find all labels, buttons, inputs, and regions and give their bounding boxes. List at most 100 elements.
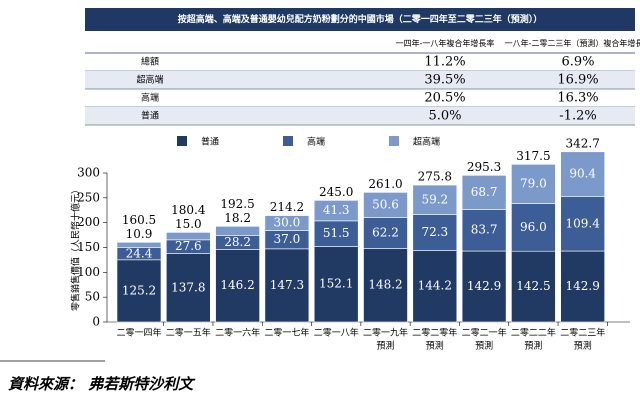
value-label: 18.2 <box>224 211 251 225</box>
cell: 20.5% <box>424 91 465 106</box>
bar-segment <box>461 250 507 323</box>
bar-segment <box>313 200 359 222</box>
bar-segment <box>511 250 556 323</box>
value-label: 51.5 <box>323 226 350 240</box>
row-shade <box>85 71 635 89</box>
bar-segment <box>560 151 606 197</box>
x-tick-label: 二零二三年 <box>560 327 605 339</box>
x-tick-label: 二零一六年 <box>215 327 260 339</box>
value-label: 72.3 <box>421 225 448 239</box>
value-label: 146.2 <box>220 278 254 292</box>
value-label: 50.6 <box>372 197 399 211</box>
bar-segment <box>264 215 310 231</box>
y-tick-label: 50 <box>85 290 100 304</box>
row-label: 超高端 <box>136 74 163 86</box>
bar-segment <box>363 217 408 249</box>
bar-segment <box>511 203 556 252</box>
total-label: 160.5 <box>122 213 156 227</box>
total-label: 317.5 <box>516 149 550 163</box>
value-label: 37.0 <box>274 232 301 246</box>
value-label: 79.0 <box>520 176 547 190</box>
y-axis-label: 零售銷售價值（人民幣十億元） <box>70 185 82 311</box>
value-label: 27.6 <box>175 239 202 253</box>
x-tick-sublabel: 預測 <box>524 340 542 352</box>
x-tick-sublabel: 預測 <box>574 340 592 352</box>
total-label: 295.3 <box>467 160 501 174</box>
x-tick-label: 二零二零年 <box>412 327 457 339</box>
bar-segment <box>412 184 458 215</box>
x-tick-sublabel: 預測 <box>376 340 394 352</box>
bar-segment <box>116 259 162 323</box>
total-label: 275.8 <box>418 170 452 184</box>
x-tick-label: 二零二二年 <box>511 327 556 339</box>
y-tick-label: 200 <box>77 215 100 229</box>
value-label: 144.2 <box>418 279 452 293</box>
value-label: 147.3 <box>270 278 304 292</box>
legend-swatch <box>283 136 293 146</box>
x-tick-sublabel: 預測 <box>426 340 444 352</box>
x-tick-sublabel: 預測 <box>475 340 493 352</box>
bar-segment <box>461 175 507 210</box>
bar-segment <box>313 246 359 323</box>
x-tick-label: 二零二一年 <box>462 327 507 339</box>
value-label: 59.2 <box>421 192 448 206</box>
value-label: 28.2 <box>224 235 251 249</box>
y-tick-label: 250 <box>77 190 100 204</box>
value-label: 152.1 <box>319 277 353 291</box>
cell: 39.5% <box>424 73 465 88</box>
value-label: 142.9 <box>467 279 501 293</box>
value-label: 30.0 <box>274 216 301 230</box>
bar-segment <box>511 164 556 204</box>
value-label: 15.0 <box>175 217 202 231</box>
cell: -1.2% <box>559 109 596 124</box>
value-label: 24.4 <box>126 246 153 260</box>
bar-segment <box>363 192 408 218</box>
source-note: 資料來源： 弗若斯特沙利文 <box>8 375 196 393</box>
total-label: 245.0 <box>319 185 353 199</box>
y-tick-label: 100 <box>77 265 100 279</box>
cell: 11.2% <box>424 55 465 70</box>
bar-segment <box>412 250 458 323</box>
value-label: 41.3 <box>323 203 350 217</box>
total-label: 214.2 <box>270 200 304 214</box>
bar-segment <box>215 226 260 236</box>
cell: 16.3% <box>557 91 598 106</box>
value-label: 148.2 <box>368 278 402 292</box>
column-header: 一八年-二零二三年（預測）複合年增長率 <box>505 38 640 48</box>
x-tick-label: 二零一七年 <box>264 327 309 339</box>
x-tick-label: 二零一八年 <box>314 327 359 339</box>
bar-segment <box>461 209 507 252</box>
bar-segment <box>264 248 310 323</box>
total-label: 192.5 <box>220 197 254 211</box>
row-label: 高端 <box>141 92 159 104</box>
bar-segment <box>412 214 458 251</box>
table-title: 按超高端、高端及普通嬰幼兒配方奶粉劃分的中國市場（二零一四年至二零二三年（預測）… <box>178 13 543 25</box>
bar-segment <box>560 250 606 323</box>
value-label: 142.5 <box>516 279 550 293</box>
value-label: 83.7 <box>471 223 498 237</box>
value-label: 62.2 <box>372 225 399 239</box>
row-label: 總額 <box>141 56 159 68</box>
legend-swatch <box>177 136 187 146</box>
value-label: 109.4 <box>566 216 601 230</box>
bar-segment <box>116 241 162 248</box>
row-label: 普通 <box>141 110 159 122</box>
row-shade <box>85 107 635 125</box>
legend-label: 普通 <box>201 136 219 148</box>
bar-segment <box>313 220 359 247</box>
legend-label: 超高端 <box>413 136 440 148</box>
value-label: 90.4 <box>569 167 596 181</box>
value-label: 142.9 <box>566 279 600 293</box>
value-label: 10.9 <box>126 227 153 241</box>
y-tick-label: 150 <box>77 240 100 254</box>
total-label: 342.7 <box>566 136 600 150</box>
x-tick-label: 二零一四年 <box>116 327 161 339</box>
value-label: 96.0 <box>520 220 547 234</box>
y-tick-label: 300 <box>77 166 100 180</box>
legend-swatch <box>389 136 399 146</box>
table-header-bar <box>85 8 635 31</box>
column-header: 一四年-一八年複合年增長率 <box>396 38 495 48</box>
total-label: 180.4 <box>171 203 206 217</box>
cell: 16.9% <box>557 73 598 88</box>
